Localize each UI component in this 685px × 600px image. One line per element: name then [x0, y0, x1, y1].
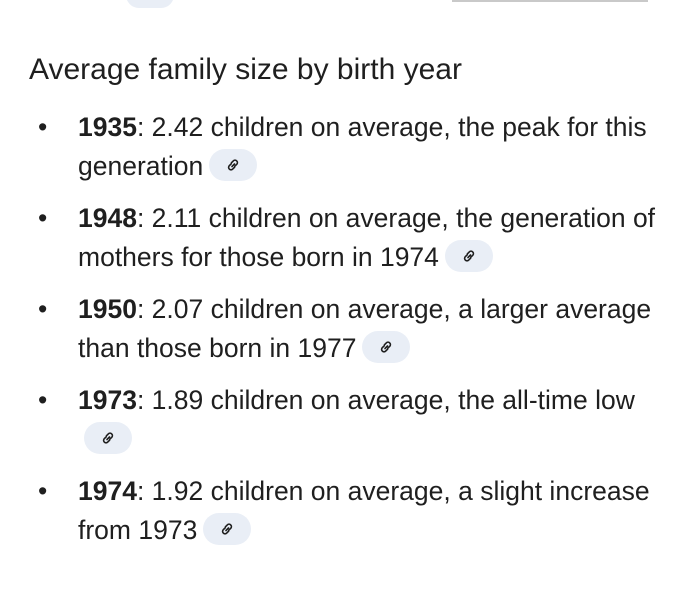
item-text: : 2.11 children on average, the generati…: [78, 203, 656, 272]
section-heading: Average family size by birth year: [29, 53, 462, 86]
item-year: 1973: [78, 385, 137, 415]
bullet: •: [38, 294, 48, 324]
item-text: : 1.89 children on average, the all-time…: [136, 385, 635, 415]
list-item: • 1973: 1.89 children on average, the all…: [0, 381, 663, 459]
source-chip[interactable]: [444, 240, 493, 272]
list-item: • 1948: 2.11 children on average, the gen…: [0, 199, 663, 277]
item-text: : 1.92 children on average, a slight inc…: [78, 476, 650, 545]
list-item: • 1935: 2.42 children on average, the pea…: [0, 108, 663, 186]
link-icon: [463, 250, 475, 262]
source-chip[interactable]: [209, 149, 258, 181]
list-item: • 1950: 2.07 children on average, a large…: [0, 290, 663, 368]
item-text: : 2.42 children on average, the peak for…: [78, 112, 647, 181]
bullet: •: [38, 476, 48, 506]
list-item: • 1974: 1.92 children on average, a sligh…: [0, 472, 663, 550]
item-year: 1950: [78, 294, 137, 324]
bullet: •: [38, 203, 48, 233]
bullet-list: • 1935: 2.42 children on average, the pea…: [0, 108, 685, 563]
source-chip[interactable]: [84, 422, 132, 454]
source-chip[interactable]: [126, 0, 174, 8]
link-icon: [228, 159, 239, 171]
thumbnail-edge: [452, 0, 648, 2]
bullet: •: [38, 112, 48, 142]
link-icon: [222, 523, 233, 535]
source-chip[interactable]: [203, 513, 252, 545]
source-chip[interactable]: [362, 331, 411, 363]
item-text: : 2.07 children on average, a larger ave…: [78, 294, 652, 363]
item-year: 1948: [78, 203, 137, 233]
link-icon: [102, 432, 114, 444]
link-icon: [381, 341, 392, 353]
item-year: 1974: [78, 476, 137, 506]
item-year: 1935: [78, 112, 137, 142]
bullet: •: [38, 385, 48, 415]
